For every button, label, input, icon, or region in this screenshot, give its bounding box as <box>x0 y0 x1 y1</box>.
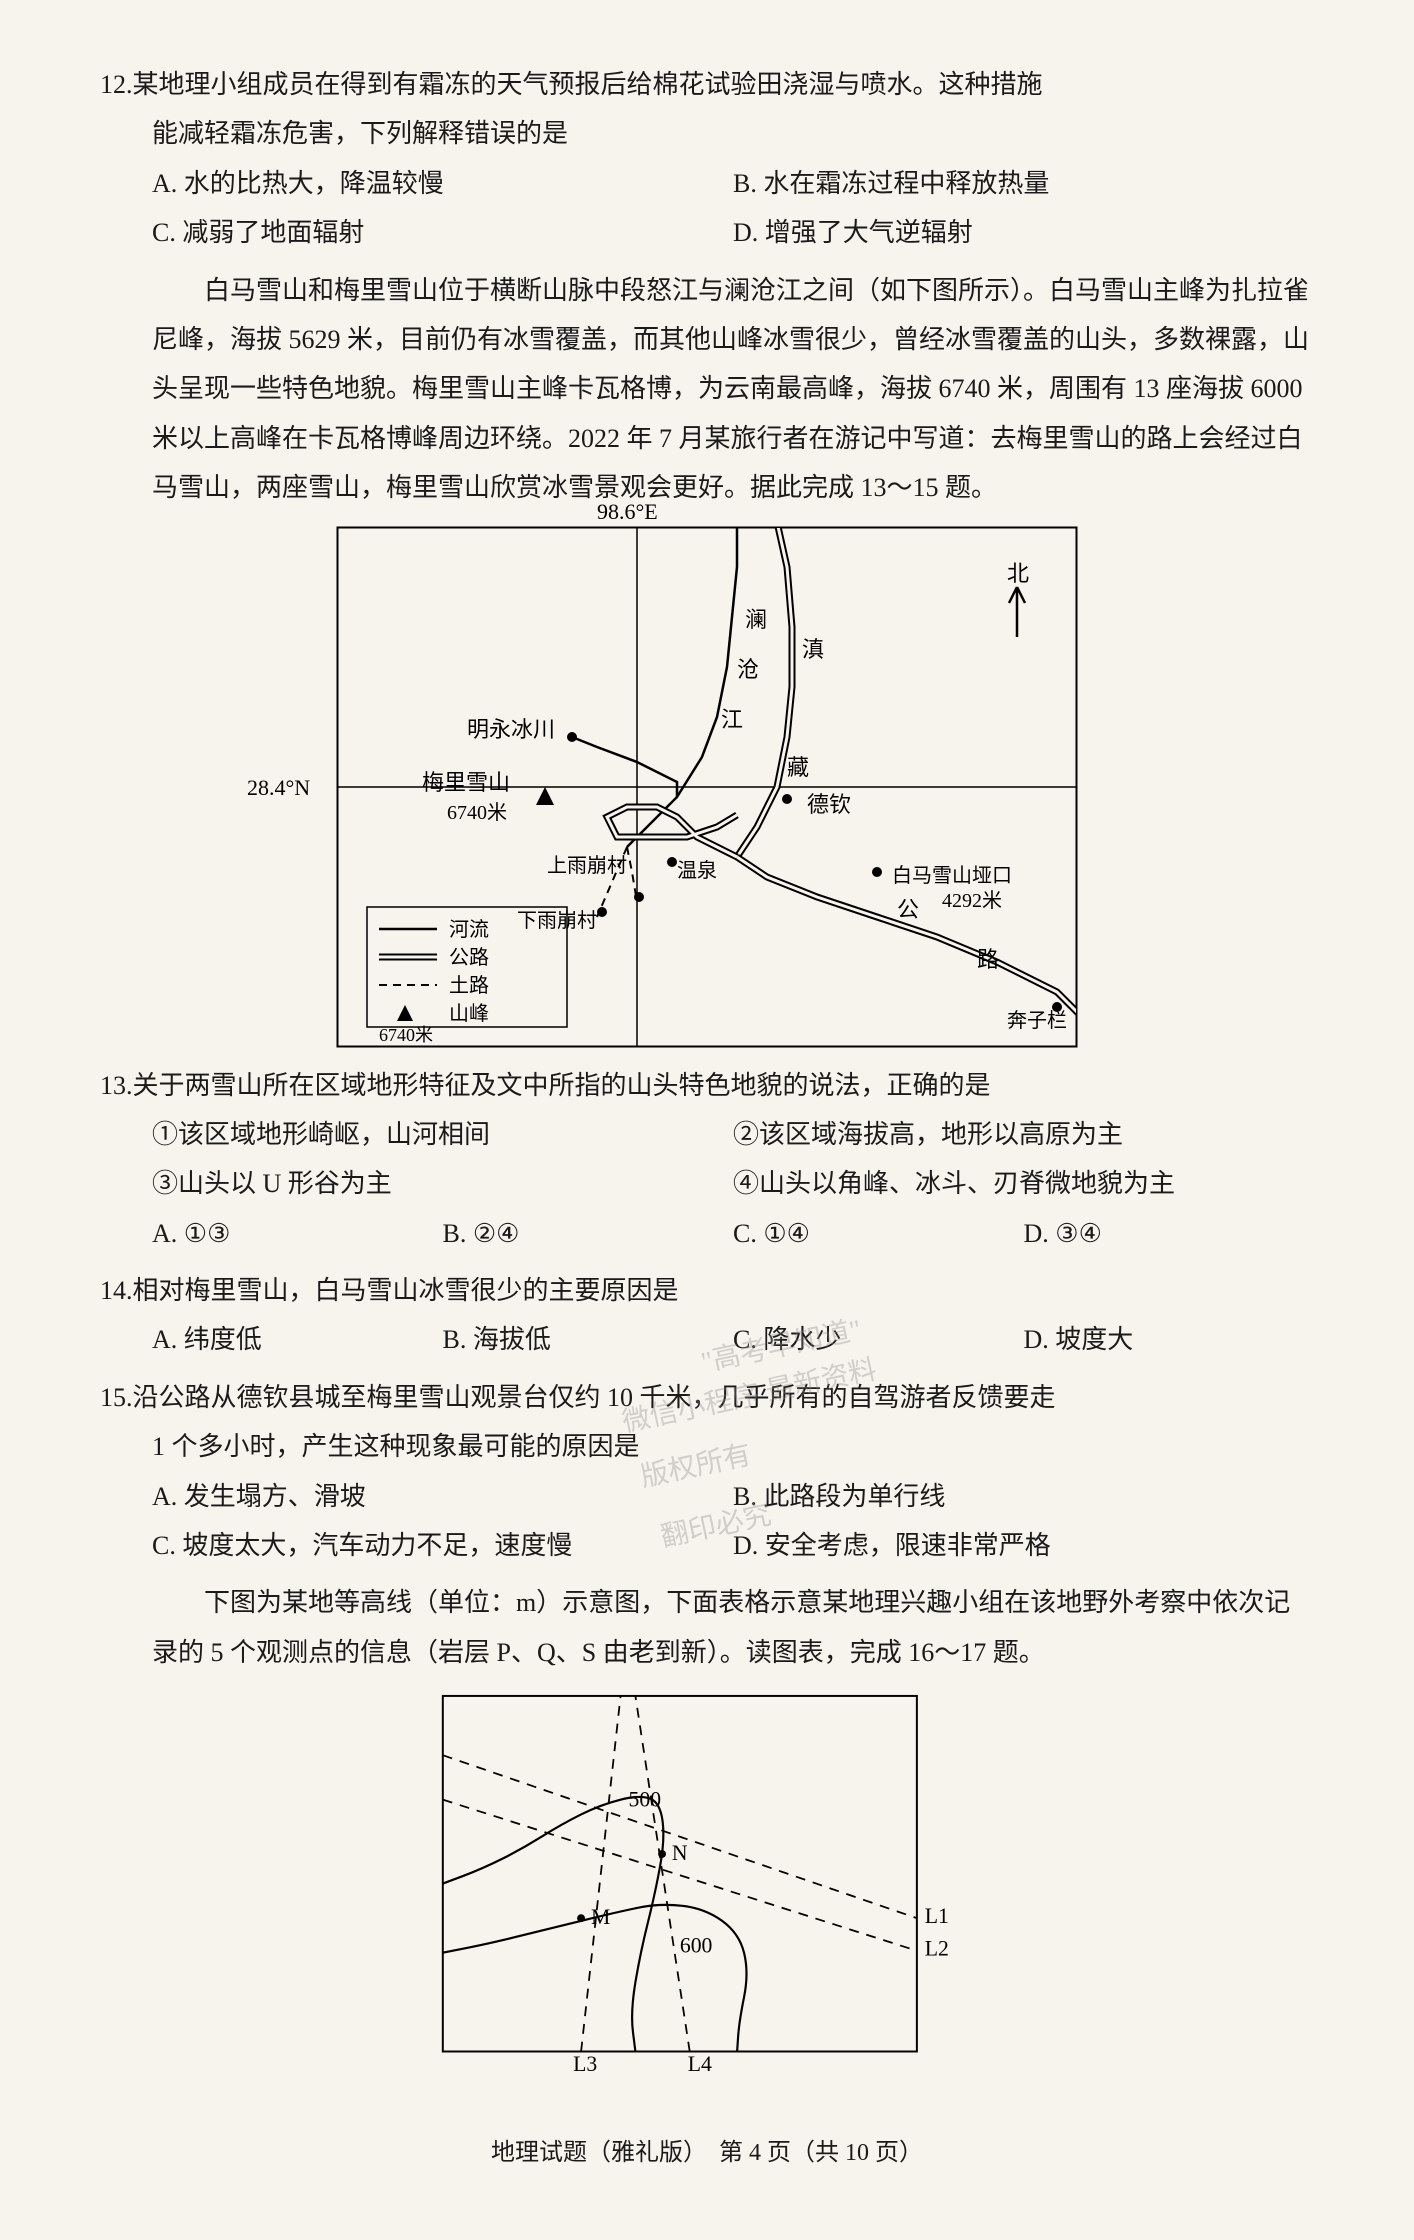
q15-stem: 15.沿公路从德钦县城至梅里雪山观景台仅约 10 千米，几乎所有的自驾游者反馈要… <box>100 1373 1314 1422</box>
svg-text:6740米: 6740米 <box>447 801 507 824</box>
svg-text:N: N <box>672 1841 688 1865</box>
svg-text:M: M <box>591 1905 610 1929</box>
q13-o1: ①该区域地形崎岖，山河相间 <box>152 1110 733 1159</box>
q13-o4: ④山头以角峰、冰斗、刃脊微地貌为主 <box>733 1159 1314 1208</box>
question-15: 15.沿公路从德钦县城至梅里雪山观景台仅约 10 千米，几乎所有的自驾游者反馈要… <box>100 1373 1314 1571</box>
q15-opt-c: C. 坡度太大，汽车动力不足，速度慢 <box>152 1521 733 1570</box>
svg-text:沧: 沧 <box>737 657 759 682</box>
svg-text:山峰: 山峰 <box>449 1002 489 1025</box>
q13-opt-b: B. ②④ <box>443 1209 734 1258</box>
svg-text:L4: L4 <box>688 2052 712 2076</box>
svg-text:河流: 河流 <box>449 918 489 941</box>
q12-opt-b: B. 水在霜冻过程中释放热量 <box>733 159 1314 208</box>
map-2: 500 600 N M L1 L2 L3 L4 <box>437 1691 977 2091</box>
svg-text:上雨崩村: 上雨崩村 <box>547 854 627 877</box>
question-14: 14.相对梅里雪山，白马雪山冰雪很少的主要原因是 A. 纬度低 B. 海拔低 C… <box>100 1266 1314 1365</box>
q15-opt-b: B. 此路段为单行线 <box>733 1472 1314 1521</box>
svg-text:下雨崩村: 下雨崩村 <box>517 909 597 932</box>
q14-num: 14. <box>100 1276 133 1305</box>
svg-text:奔子栏: 奔子栏 <box>1007 1009 1067 1032</box>
svg-text:500: 500 <box>628 1788 661 1812</box>
q12-opt-a: A. 水的比热大，降温较慢 <box>152 159 733 208</box>
svg-text:明永冰川: 明永冰川 <box>467 717 555 742</box>
q12-num: 12. <box>100 70 133 99</box>
map-2-wrap: 500 600 N M L1 L2 L3 L4 <box>100 1691 1314 2091</box>
q12-opt-d: D. 增强了大气逆辐射 <box>733 208 1314 257</box>
svg-text:德钦: 德钦 <box>807 792 851 817</box>
q15-opt-d: D. 安全考虑，限速非常严格 <box>733 1521 1314 1570</box>
svg-text:L3: L3 <box>573 2052 597 2076</box>
svg-text:滇: 滇 <box>802 637 824 662</box>
q14-stemtext: 相对梅里雪山，白马雪山冰雪很少的主要原因是 <box>133 1276 679 1305</box>
q15-stem1: 沿公路从德钦县城至梅里雪山观景台仅约 10 千米，几乎所有的自驾游者反馈要走 <box>133 1383 1056 1412</box>
q14-options: A. 纬度低 B. 海拔低 C. 降水少 D. 坡度大 <box>100 1315 1314 1364</box>
passage-1: 白马雪山和梅里雪山位于横断山脉中段怒江与澜沧江之间（如下图所示）。白马雪山主峰为… <box>100 266 1314 513</box>
svg-text:4292米: 4292米 <box>942 889 1002 912</box>
svg-text:白马雪山垭口: 白马雪山垭口 <box>892 864 1012 887</box>
map-1: 北澜沧江滇藏公路明永冰川梅里雪山6740米德钦上雨崩村下雨崩村温泉白马雪山垭口4… <box>337 527 1077 1047</box>
svg-text:土路: 土路 <box>449 974 489 997</box>
q13-opt-d: D. ③④ <box>1024 1209 1315 1258</box>
q13-stemtext: 关于两雪山所在区域地形特征及文中所指的山头特色地貌的说法，正确的是 <box>133 1071 991 1100</box>
svg-text:L1: L1 <box>925 1904 949 1928</box>
q13-stem: 13.关于两雪山所在区域地形特征及文中所指的山头特色地貌的说法，正确的是 <box>100 1061 1314 1110</box>
q13-opt-c: C. ①④ <box>733 1209 1024 1258</box>
q15-num: 15. <box>100 1383 133 1412</box>
svg-text:6740米: 6740米 <box>379 1025 433 1045</box>
svg-text:28.4°N: 28.4°N <box>247 775 310 800</box>
question-12: 12.某地理小组成员在得到有霜冻的天气预报后给棉花试验田浇湿与喷水。这种措施 能… <box>100 60 1314 258</box>
q15-opt-a: A. 发生塌方、滑坡 <box>152 1472 733 1521</box>
q14-opt-d: D. 坡度大 <box>1024 1315 1315 1364</box>
svg-text:梅里雪山: 梅里雪山 <box>422 770 510 795</box>
q15-stem2: 1 个多小时，产生这种现象最可能的原因是 <box>100 1422 1314 1471</box>
q14-stem: 14.相对梅里雪山，白马雪山冰雪很少的主要原因是 <box>100 1266 1314 1315</box>
q13-o2: ②该区域海拔高，地形以高原为主 <box>733 1110 1314 1159</box>
map-1-wrap: 北澜沧江滇藏公路明永冰川梅里雪山6740米德钦上雨崩村下雨崩村温泉白马雪山垭口4… <box>100 527 1314 1047</box>
svg-text:600: 600 <box>680 1934 713 1958</box>
q12-options: A. 水的比热大，降温较慢 B. 水在霜冻过程中释放热量 C. 减弱了地面辐射 … <box>100 159 1314 258</box>
svg-text:北: 北 <box>1007 561 1029 586</box>
q12-stem2: 能减轻霜冻危害，下列解释错误的是 <box>100 109 1314 158</box>
passage-2: 下图为某地等高线（单位：m）示意图，下面表格示意某地理兴趣小组在该地野外考察中依… <box>100 1578 1314 1677</box>
q15-options: A. 发生塌方、滑坡 B. 此路段为单行线 C. 坡度太大，汽车动力不足，速度慢… <box>100 1472 1314 1571</box>
svg-text:公路: 公路 <box>449 946 489 969</box>
svg-text:公: 公 <box>897 897 919 922</box>
q12-stem: 12.某地理小组成员在得到有霜冻的天气预报后给棉花试验田浇湿与喷水。这种措施 <box>100 60 1314 109</box>
svg-text:L2: L2 <box>925 1937 949 1961</box>
q14-opt-c: C. 降水少 <box>733 1315 1024 1364</box>
q14-opt-a: A. 纬度低 <box>152 1315 443 1364</box>
page-footer: 地理试题（雅礼版） 第 4 页（共 10 页） <box>100 2131 1314 2177</box>
q12-opt-c: C. 减弱了地面辐射 <box>152 208 733 257</box>
svg-text:藏: 藏 <box>787 755 809 780</box>
svg-text:路: 路 <box>977 947 999 972</box>
q13-statements: ①该区域地形崎岖，山河相间 ②该区域海拔高，地形以高原为主 ③山头以 U 形谷为… <box>100 1110 1314 1209</box>
svg-text:澜: 澜 <box>745 607 767 632</box>
q13-opt-a: A. ①③ <box>152 1209 443 1258</box>
svg-text:温泉: 温泉 <box>677 859 717 882</box>
q13-num: 13. <box>100 1071 133 1100</box>
svg-text:98.6°E: 98.6°E <box>597 499 658 524</box>
svg-text:江: 江 <box>721 707 743 732</box>
q12-stem1: 某地理小组成员在得到有霜冻的天气预报后给棉花试验田浇湿与喷水。这种措施 <box>133 70 1043 99</box>
q14-opt-b: B. 海拔低 <box>443 1315 734 1364</box>
q13-options: A. ①③ B. ②④ C. ①④ D. ③④ <box>100 1209 1314 1258</box>
q13-o3: ③山头以 U 形谷为主 <box>152 1159 733 1208</box>
question-13: 13.关于两雪山所在区域地形特征及文中所指的山头特色地貌的说法，正确的是 ①该区… <box>100 1061 1314 1259</box>
